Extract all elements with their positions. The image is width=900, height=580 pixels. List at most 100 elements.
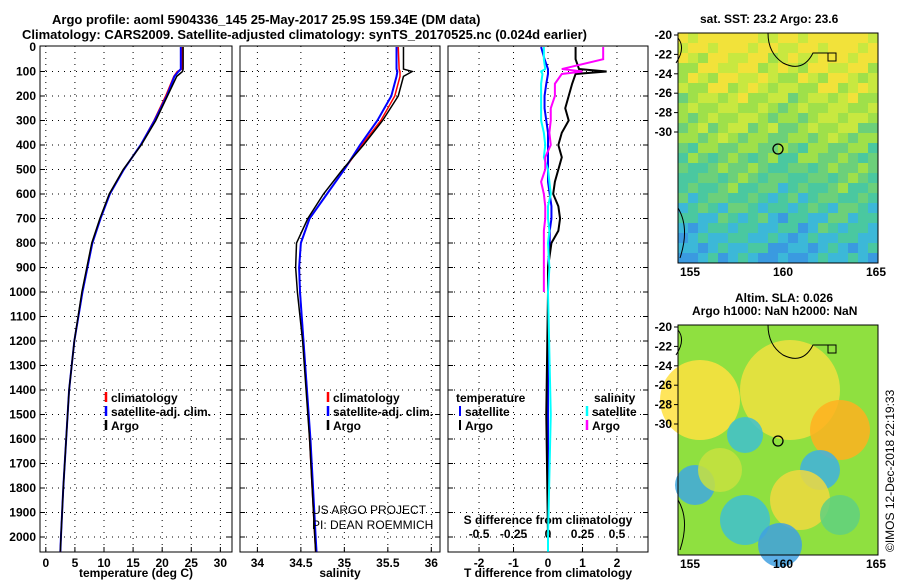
map-cell: [838, 113, 848, 123]
map-cell: [728, 253, 738, 263]
map-cell: [708, 173, 718, 183]
x-tick-label: -1: [508, 556, 519, 570]
map-cell: [778, 43, 788, 53]
map-cell: [688, 233, 698, 243]
map-cell: [748, 233, 758, 243]
map-cell: [788, 213, 798, 223]
x-tick-label: 30: [214, 556, 228, 570]
map-cell: [768, 43, 778, 53]
map-cell: [848, 213, 858, 223]
map-cell: [788, 233, 798, 243]
map-cell: [698, 183, 708, 193]
map-cell: [838, 233, 848, 243]
map-cell: [798, 43, 808, 53]
legend-label: Argo: [111, 419, 139, 433]
map-cell: [848, 143, 858, 153]
map-cell: [728, 203, 738, 213]
map-cell: [828, 173, 838, 183]
s-tick-label: 0.25: [571, 527, 595, 541]
map-cell: [778, 103, 788, 113]
sla-feature: [698, 448, 742, 492]
map-cell: [808, 133, 818, 143]
map-cell: [688, 213, 698, 223]
map-cell: [818, 213, 828, 223]
map-cell: [728, 113, 738, 123]
map-cell: [698, 123, 708, 133]
x-tick-label: 20: [156, 556, 170, 570]
map-cell: [778, 163, 788, 173]
depth-tick-label: 1100: [10, 310, 36, 324]
map-cell: [748, 83, 758, 93]
series-line-satellite-adj-clim-: [59, 47, 182, 552]
map-cell: [838, 53, 848, 63]
map-cell: [728, 193, 738, 203]
lat-tick-label: -20: [655, 320, 673, 334]
map-cell: [848, 93, 858, 103]
map-cell: [768, 223, 778, 233]
map-cell: [778, 93, 788, 103]
map-cell: [768, 213, 778, 223]
map-cell: [818, 133, 828, 143]
map-cell: [748, 33, 758, 43]
map-cell: [688, 93, 698, 103]
argo-location-marker: [772, 143, 784, 155]
legend-title: temperature: [456, 391, 526, 405]
map-cell: [688, 143, 698, 153]
map-cell: [868, 103, 878, 113]
x-tick-label: 5: [72, 556, 79, 570]
map-cell: [848, 123, 858, 133]
map-cell: [748, 123, 758, 133]
map-frame: [677, 324, 879, 556]
map-cell: [798, 83, 808, 93]
map-cell: [868, 123, 878, 133]
map-cell: [808, 223, 818, 233]
depth-tick-label: 300: [16, 114, 36, 128]
map-cell: [758, 53, 768, 63]
map-cell: [858, 153, 868, 163]
map-cell: [708, 203, 718, 213]
map-cell: [678, 93, 688, 103]
map-cell: [828, 73, 838, 83]
map-cell: [798, 243, 808, 253]
map-cell: [738, 233, 748, 243]
map-cell: [698, 113, 708, 123]
map-cell: [858, 183, 868, 193]
map-cell: [828, 233, 838, 243]
map-cell: [858, 203, 868, 213]
map-cell: [708, 133, 718, 143]
map-cell: [808, 143, 818, 153]
map-cell: [698, 93, 708, 103]
map-cell: [818, 163, 828, 173]
map-cell: [798, 173, 808, 183]
map-cell: [778, 123, 788, 133]
map-cell: [798, 183, 808, 193]
map-cell: [828, 93, 838, 103]
map-cell: [748, 73, 758, 83]
map-cell: [818, 93, 828, 103]
map-cell: [778, 223, 788, 233]
map-cell: [798, 53, 808, 63]
lat-tick-label: -28: [655, 398, 673, 412]
x-tick-label: 25: [185, 556, 199, 570]
map-cell: [818, 63, 828, 73]
map-cell: [718, 133, 728, 143]
map-cell: [718, 113, 728, 123]
map-cell: [738, 203, 748, 213]
title-line-2: Climatology: CARS2009. Satellite-adjuste…: [22, 27, 587, 42]
map-cell: [678, 43, 688, 53]
map-cell: [678, 123, 688, 133]
map-cell: [798, 163, 808, 173]
map-cell: [848, 73, 858, 83]
coastline: [675, 32, 837, 259]
series-line-climatology: [298, 46, 401, 552]
map-cell: [828, 103, 838, 113]
map-cell: [868, 113, 878, 123]
map-cell: [688, 153, 698, 163]
map-cell: [738, 223, 748, 233]
map-cell: [738, 213, 748, 223]
map-cell: [798, 143, 808, 153]
x-tick-label: 34.5: [289, 556, 313, 570]
map-cell: [818, 83, 828, 93]
map-cell: [778, 73, 788, 83]
lat-tick-label: -28: [655, 106, 673, 120]
